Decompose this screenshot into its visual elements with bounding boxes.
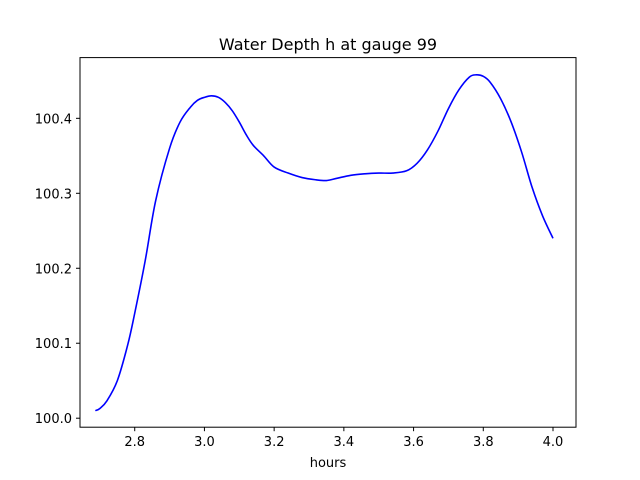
x-axis-label: hours: [310, 456, 347, 471]
x-tick-label: 3.2: [264, 435, 285, 450]
x-tick-label: 3.4: [334, 435, 355, 450]
y-tick-label: 100.4: [35, 112, 72, 127]
series-line-water-depth: [94, 74, 554, 412]
y-tick-label: 100.0: [35, 412, 72, 427]
plot-area-frame: [79, 57, 577, 428]
x-tick-label: 2.8: [124, 435, 145, 450]
series-layer: [94, 74, 554, 412]
y-tick-label: 100.2: [35, 262, 72, 277]
y-axis: 100.0 100.1 100.2 100.3 100.4: [35, 112, 80, 427]
x-tick-label: 4.0: [543, 435, 564, 450]
x-tick-label: 3.6: [403, 435, 424, 450]
y-tick-label: 100.1: [35, 337, 72, 352]
x-tick-label: 3.0: [194, 435, 215, 450]
chart-title: Water Depth h at gauge 99: [219, 35, 437, 54]
x-axis: 2.8 3.0 3.2 3.4 3.6 3.8 4.0: [124, 427, 563, 450]
y-tick-label: 100.3: [35, 187, 72, 202]
x-tick-label: 3.8: [473, 435, 494, 450]
